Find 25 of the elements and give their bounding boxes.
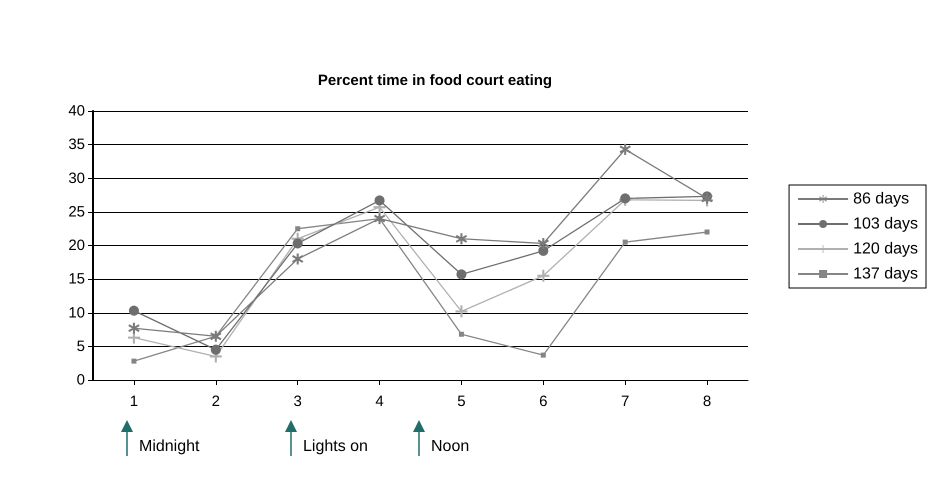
x-tick-label: 2 (212, 393, 220, 410)
x-tick-label: 6 (539, 393, 548, 410)
y-tick-label: 40 (68, 102, 85, 120)
y-tick-label: 0 (76, 372, 85, 388)
legend-label: 137 days (853, 266, 918, 282)
x-tick-label: 8 (702, 393, 712, 410)
x-tick-label: 5 (457, 393, 466, 410)
y-tick-label: 15 (68, 270, 85, 288)
x-tick-label: 4 (375, 393, 384, 410)
y-tick-label: 35 (68, 136, 85, 154)
text: Lights on (303, 438, 368, 456)
y-tick-label: 30 (68, 170, 85, 187)
y-tick-label: 25 (68, 203, 85, 220)
y-tick-label: 10 (68, 304, 85, 322)
x-tick-label: 7 (621, 393, 630, 410)
legend-label: 103 days (853, 216, 918, 232)
y-tick-label: 5 (76, 338, 85, 355)
legend-label: 120 days (853, 240, 918, 258)
x-tick-label: 1 (130, 393, 138, 410)
x-tick-label: 3 (294, 393, 302, 410)
text: Noon (431, 438, 470, 456)
y-tick-label: 20 (68, 237, 85, 254)
legend-label: 86 days (853, 190, 910, 208)
chart-title: Percent time in food court eating (318, 72, 552, 89)
text: Midnight (139, 438, 200, 456)
